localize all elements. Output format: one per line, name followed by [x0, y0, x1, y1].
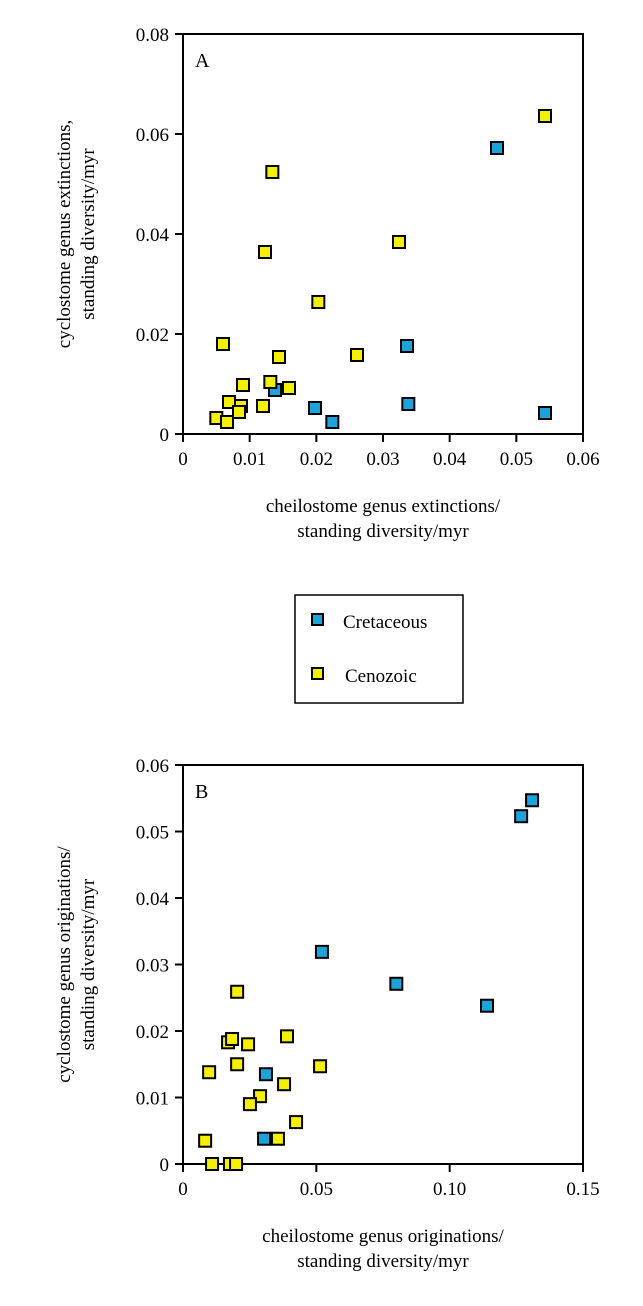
y-tick-label: 0.02 [136, 1022, 169, 1043]
data-point-cenozoic [241, 1037, 256, 1052]
y-tick-label: 0.06 [136, 756, 169, 777]
y-axis-label: cyclostome genus extinctions, [54, 120, 75, 348]
data-point-cenozoic [216, 337, 230, 351]
y-tick-label: 0.04 [136, 889, 170, 910]
y-tick-label: 0 [160, 1155, 170, 1176]
data-point-cenozoic [538, 109, 552, 123]
legend-marker-cenozoic [311, 667, 324, 680]
data-point-cenozoic [280, 1029, 294, 1044]
panel-label: B [195, 781, 208, 803]
y-tick-label: 0 [160, 425, 170, 446]
x-tick-label: 0.04 [433, 449, 467, 470]
data-point-cenozoic [256, 399, 270, 413]
x-tick-label: 0 [178, 1179, 188, 1200]
x-tick-label: 0.10 [433, 1179, 466, 1200]
y-tick-label: 0.02 [136, 325, 169, 346]
data-point-cenozoic [225, 1031, 240, 1046]
data-point-cretaceous [401, 397, 416, 411]
plot-frame [182, 33, 584, 435]
data-point-cenozoic [205, 1157, 220, 1171]
x-tick-label: 0.01 [233, 449, 266, 470]
data-point-cenozoic [230, 984, 245, 999]
data-point-cenozoic [277, 1077, 292, 1092]
x-tick-label: 0.03 [366, 449, 399, 470]
y-tick-label: 0.04 [136, 225, 170, 246]
data-point-cenozoic [202, 1065, 217, 1080]
x-tick-label: 0.05 [500, 449, 533, 470]
data-point-cenozoic [229, 1157, 244, 1171]
data-point-cretaceous [490, 141, 504, 155]
data-point-cretaceous [258, 1067, 273, 1082]
data-point-cenozoic [220, 415, 234, 429]
data-point-cenozoic [230, 1057, 245, 1072]
x-axis-label: cheilostome genus originations/ [262, 1226, 504, 1247]
data-point-cenozoic [282, 381, 296, 395]
data-point-cenozoic [236, 378, 250, 392]
x-axis-label: cheilostome genus extinctions/ [266, 496, 501, 517]
x-axis-label: standing diversity/myr [297, 1251, 469, 1272]
data-point-cenozoic [258, 245, 272, 259]
data-point-cenozoic [350, 348, 364, 362]
y-axis-label: standing diversity/myr [78, 878, 99, 1050]
x-tick-label: 0.15 [566, 1179, 599, 1200]
x-tick-label: 0.05 [300, 1179, 333, 1200]
y-tick-label: 0.06 [136, 125, 169, 146]
data-point-cenozoic [392, 235, 406, 249]
y-tick-label: 0.05 [136, 823, 169, 844]
data-point-cenozoic [198, 1133, 213, 1148]
data-point-cretaceous [480, 998, 494, 1013]
y-axis-label: standing diversity/myr [78, 148, 99, 320]
data-point-cretaceous [389, 976, 404, 991]
x-tick-label: 0.06 [566, 449, 599, 470]
data-point-cretaceous [525, 793, 540, 808]
panel-b: 0 0.05 0.10 0.15 0 0.01 0.02 0.03 0.04 0.05 0.06 Bc… [54, 756, 600, 1272]
data-point-cenozoic [232, 405, 246, 419]
x-axis-label: standing diversity/myr [297, 521, 469, 542]
panel-a: 0 0.01 0.02 0.03 0.04 0.05 0.06 0 0.02 0.04 0.06 0.… [54, 25, 600, 542]
data-point-cenozoic [242, 1097, 257, 1112]
data-point-cenozoic [253, 1089, 268, 1104]
y-tick-label: 0.08 [136, 25, 169, 46]
data-point-cretaceous [400, 339, 414, 353]
data-point-cenozoic [289, 1115, 304, 1130]
data-point-cenozoic [311, 295, 326, 309]
data-point-cretaceous [325, 415, 340, 429]
y-axis-label: cyclostome genus originations/ [54, 846, 75, 1083]
data-point-cenozoic [265, 165, 280, 179]
legend-label-cretaceous: Cretaceous [343, 612, 427, 633]
legend-marker-cretaceous [311, 613, 324, 626]
x-tick-label: 0 [178, 449, 188, 470]
panel-label: A [195, 50, 210, 72]
data-point-cretaceous [514, 809, 529, 824]
data-point-cretaceous [538, 406, 552, 420]
data-point-cenozoic [263, 375, 278, 389]
y-tick-label: 0.01 [136, 1089, 169, 1110]
y-tick-label: 0.03 [136, 956, 169, 977]
legend: Cretaceous Cenozoic [294, 594, 464, 704]
data-point-cenozoic [272, 350, 286, 364]
data-point-cretaceous [314, 944, 329, 959]
x-tick-label: 0.02 [300, 449, 333, 470]
data-point-cenozoic [313, 1059, 328, 1074]
legend-label-cenozoic: Cenozoic [345, 666, 417, 687]
data-point-cretaceous [308, 401, 322, 415]
data-point-cenozoic [270, 1131, 285, 1146]
data-point-cretaceous [257, 1131, 272, 1146]
